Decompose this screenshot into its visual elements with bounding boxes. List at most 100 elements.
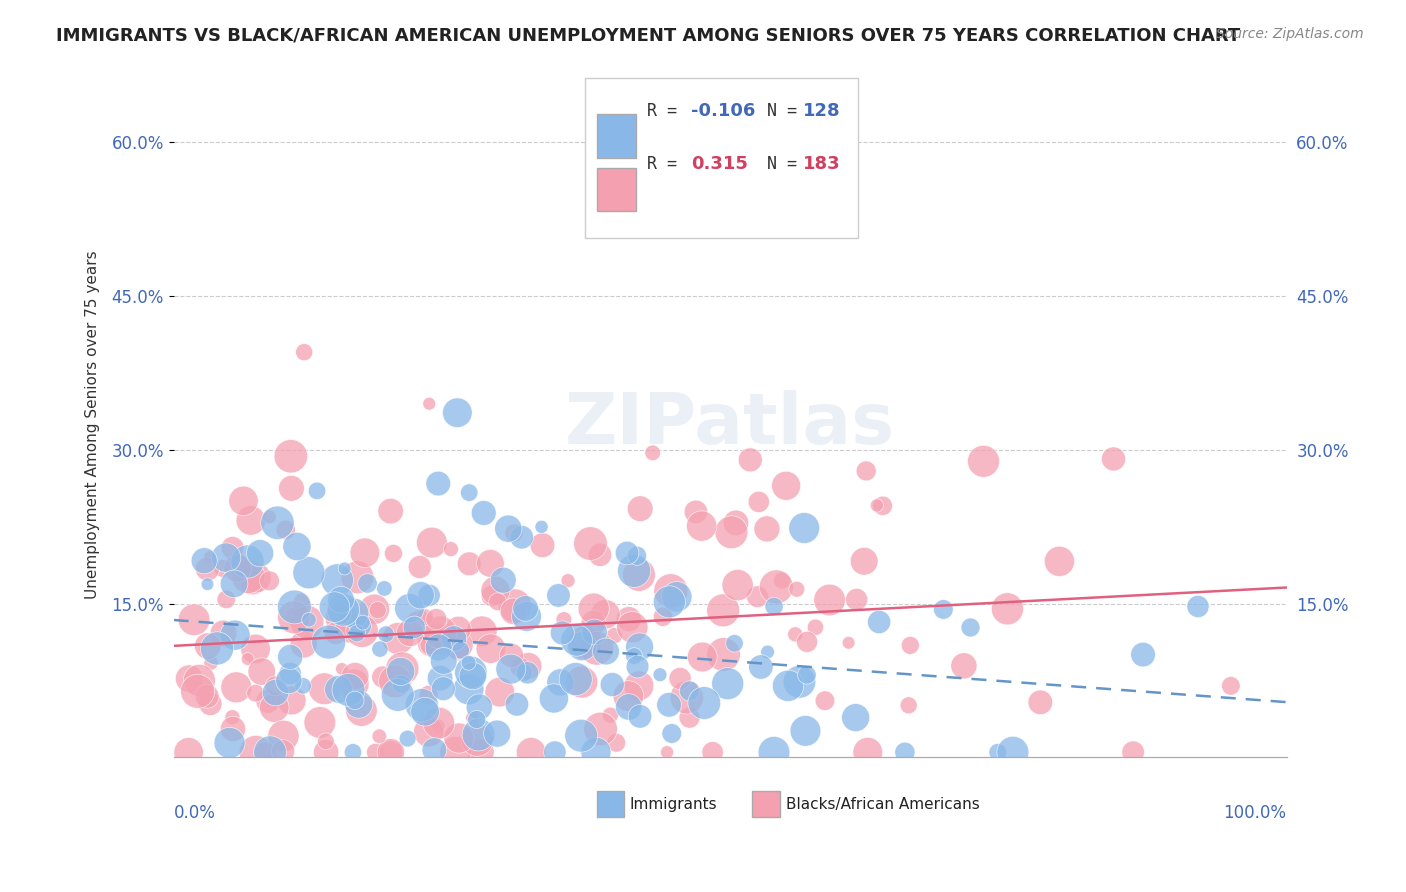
Point — [661, 726, 683, 740]
Point — [585, 641, 607, 656]
Point — [678, 711, 700, 725]
Point — [447, 638, 470, 652]
Point — [675, 690, 697, 705]
Point — [818, 593, 841, 607]
Point — [236, 555, 259, 569]
Point — [305, 483, 328, 498]
Point — [283, 599, 305, 614]
Point — [894, 745, 917, 759]
Point — [346, 570, 368, 584]
Point — [1219, 679, 1241, 693]
Point — [623, 648, 645, 663]
Point — [617, 612, 640, 626]
Point — [520, 745, 543, 759]
Point — [621, 620, 644, 634]
Point — [973, 454, 995, 468]
Point — [350, 624, 373, 639]
Point — [713, 648, 735, 662]
Point — [205, 641, 228, 656]
Point — [429, 634, 451, 648]
Point — [404, 620, 426, 634]
Point — [245, 571, 267, 585]
Point — [446, 406, 468, 420]
Point — [763, 599, 786, 614]
Point — [387, 632, 409, 646]
Point — [628, 709, 651, 723]
Point — [544, 745, 567, 759]
Point — [550, 675, 572, 690]
Y-axis label: Unemployment Among Seniors over 75 years: Unemployment Among Seniors over 75 years — [86, 250, 100, 599]
Point — [245, 745, 267, 759]
Point — [285, 540, 308, 554]
Point — [589, 548, 612, 562]
Point — [1049, 554, 1071, 568]
Point — [263, 700, 285, 714]
Point — [627, 679, 650, 693]
Point — [789, 674, 811, 689]
Point — [987, 745, 1010, 759]
Point — [665, 590, 688, 604]
Point — [749, 660, 772, 674]
Point — [413, 705, 436, 719]
Point — [547, 589, 569, 603]
Point — [343, 693, 366, 707]
Point — [499, 662, 522, 676]
Point — [195, 690, 218, 704]
Point — [433, 654, 456, 668]
Point — [755, 522, 778, 536]
Point — [765, 580, 787, 594]
Point — [503, 526, 526, 541]
Text: Source: ZipAtlas.com: Source: ZipAtlas.com — [1216, 27, 1364, 41]
Point — [651, 609, 673, 624]
Point — [197, 577, 219, 591]
Point — [724, 516, 747, 530]
Point — [215, 592, 238, 607]
FancyBboxPatch shape — [596, 168, 636, 211]
Point — [218, 736, 240, 750]
Point — [458, 485, 481, 500]
Point — [328, 682, 350, 697]
Point — [690, 519, 713, 533]
Point — [259, 745, 281, 759]
Point — [770, 574, 793, 588]
Point — [326, 573, 349, 587]
Point — [277, 673, 299, 688]
Point — [427, 632, 450, 647]
Point — [557, 574, 579, 588]
Point — [571, 639, 593, 653]
Point — [658, 595, 681, 609]
Point — [778, 679, 800, 693]
Point — [380, 745, 402, 759]
Text: Immigrants: Immigrants — [630, 797, 717, 812]
Point — [1001, 745, 1024, 759]
Point — [330, 662, 353, 676]
Point — [786, 582, 808, 597]
Point — [510, 530, 533, 544]
Point — [959, 620, 981, 634]
Point — [492, 573, 515, 587]
Point — [280, 693, 302, 707]
Point — [775, 479, 797, 493]
Point — [409, 588, 432, 602]
Point — [690, 650, 713, 665]
Point — [897, 698, 920, 713]
Point — [350, 704, 373, 718]
Point — [628, 640, 651, 654]
Point — [222, 722, 245, 736]
Point — [461, 669, 484, 683]
Point — [259, 509, 281, 524]
Point — [235, 568, 257, 582]
Point — [627, 568, 650, 582]
Point — [429, 671, 451, 685]
Point — [868, 615, 890, 629]
Point — [423, 743, 446, 757]
Point — [465, 713, 488, 727]
Point — [396, 731, 419, 746]
Point — [571, 675, 593, 690]
Point — [264, 685, 287, 699]
Point — [502, 604, 524, 618]
Point — [440, 542, 463, 557]
Point — [411, 698, 433, 712]
Point — [315, 745, 337, 759]
Point — [796, 668, 818, 682]
